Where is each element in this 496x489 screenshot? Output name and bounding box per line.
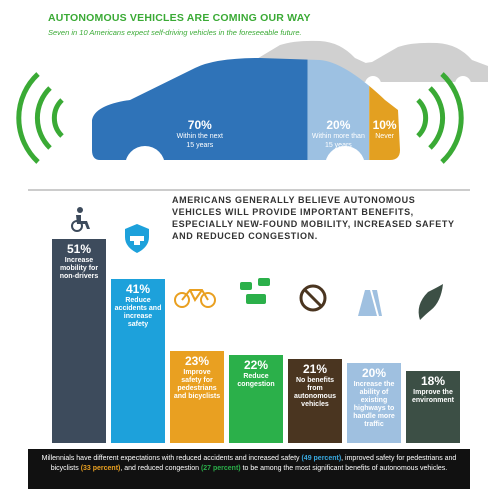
segment-value: 10%	[357, 118, 413, 132]
bar-label: 41%Reduce accidents and increase safety	[111, 282, 165, 329]
segment-value: 70%	[172, 118, 228, 132]
subtitle: Seven in 10 Americans expect self-drivin…	[48, 28, 302, 37]
bar-category: Increase mobility for non-drivers	[55, 257, 103, 281]
bar-label: 21%No benefits from autonomous vehicles	[288, 362, 342, 409]
bar-value: 51%	[55, 242, 103, 257]
bar-label: 22%Reduce congestion	[229, 358, 283, 389]
footer-text: , and reduced congestion	[120, 465, 201, 472]
bar-label: 23%Improve safety for pedestrians and bi…	[170, 354, 224, 401]
bar-value: 18%	[409, 374, 457, 389]
bar-label: 51%Increase mobility for non-drivers	[52, 242, 106, 281]
bar-value: 22%	[232, 358, 280, 373]
car-segment	[92, 50, 308, 170]
footer-text: (49 percent)	[301, 455, 341, 462]
bar-value: 21%	[291, 362, 339, 377]
bar-label: 20%Increase the ability of existing high…	[347, 366, 401, 429]
segment-label: 10%Never	[357, 118, 413, 141]
bar-value: 20%	[350, 366, 398, 381]
footer-text: (27 percent)	[201, 465, 241, 472]
footer-text: (33 percent)	[81, 465, 121, 472]
infographic: AUTONOMOUS VEHICLES ARE COMING OUR WAY S…	[0, 0, 496, 489]
footer-text: to be among the most significant benefit…	[241, 465, 448, 472]
bar-category: Improve the environment	[409, 389, 457, 405]
bar-value: 41%	[114, 282, 162, 297]
bar-value: 23%	[173, 354, 221, 369]
footer-text: Millennials have different expectations …	[42, 455, 302, 462]
segment-category: Never	[357, 132, 413, 141]
bar-category: Improve safety for pedestrians and bicyc…	[173, 369, 221, 401]
footer: Millennials have different expectations …	[28, 449, 470, 489]
segment-label: 70%Within the next 15 years	[172, 118, 228, 150]
bar-label: 18%Improve the environment	[406, 374, 460, 405]
bar-category: Increase the ability of existing highway…	[350, 381, 398, 429]
bar-heading: AMERICANS GENERALLY BELIEVE AUTONOMOUS V…	[172, 194, 462, 242]
bar-category: No benefits from autonomous vehicles	[291, 377, 339, 409]
title: AUTONOMOUS VEHICLES ARE COMING OUR WAY	[48, 12, 311, 24]
bar-category: Reduce accidents and increase safety	[114, 297, 162, 329]
bar-category: Reduce congestion	[232, 373, 280, 389]
segment-category: Within the next 15 years	[172, 132, 228, 150]
